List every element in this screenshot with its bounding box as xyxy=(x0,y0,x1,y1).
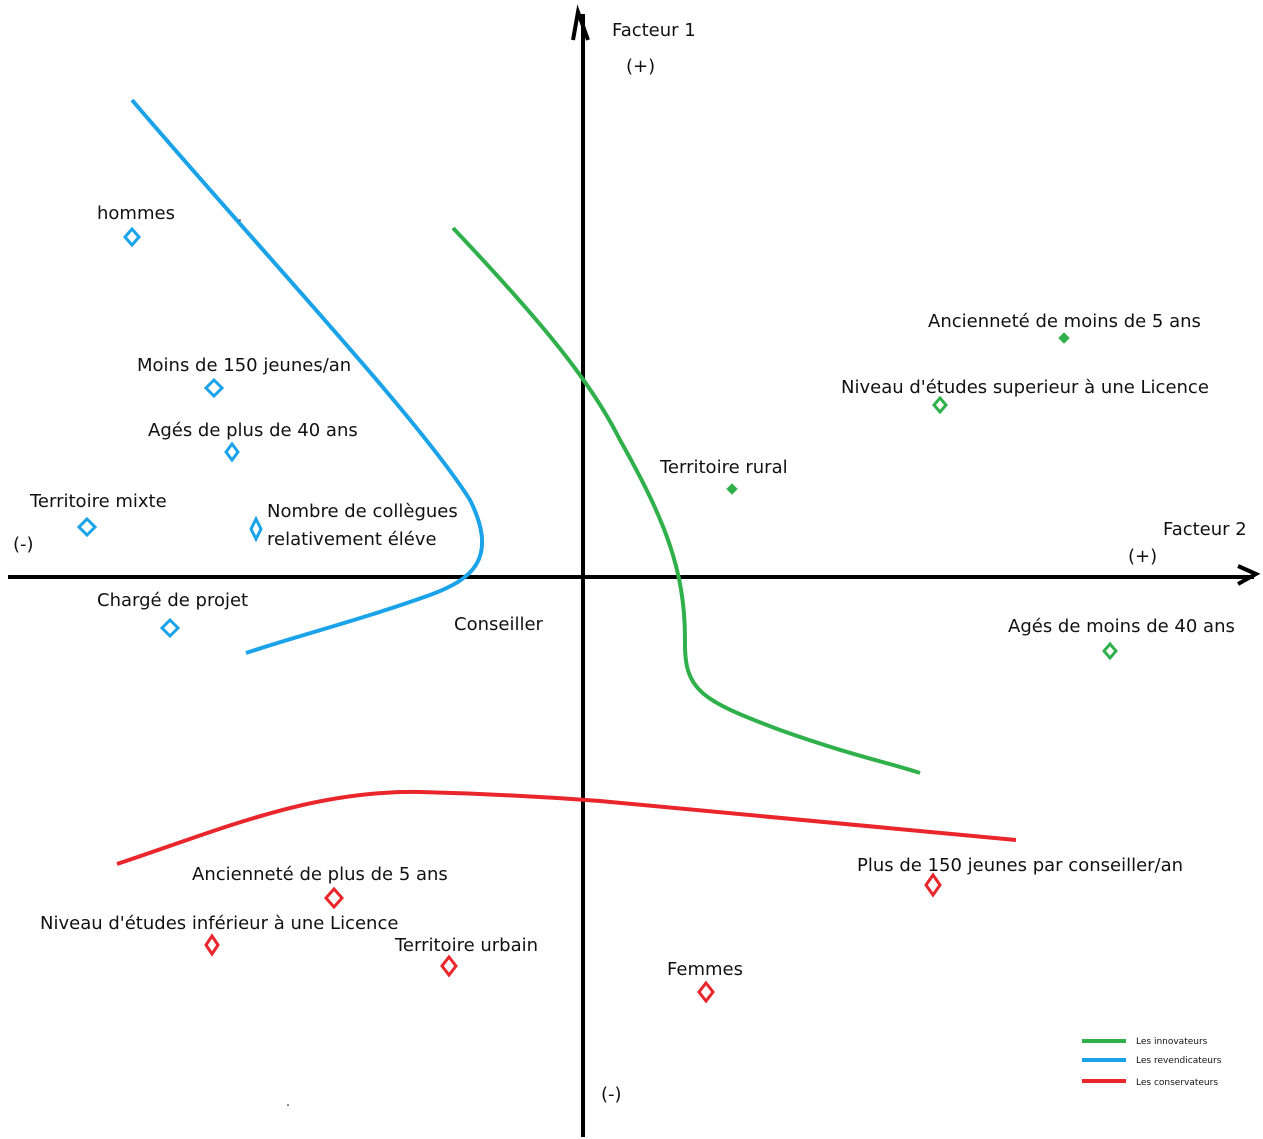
marker-territoire-mixte xyxy=(76,516,98,538)
revendicateurs-curve xyxy=(130,98,485,655)
label-ages-plus-40: Agés de plus de 40 ans xyxy=(148,420,358,441)
group-innovateurs: Ancienneté de moins de 5 ans Niveau d'ét… xyxy=(659,311,1235,661)
horizontal-axis-plus: (+) xyxy=(1128,546,1157,567)
marker-femmes xyxy=(697,980,715,1004)
marker-plus-150 xyxy=(924,872,942,898)
marker-ages-moins-40 xyxy=(1102,641,1118,661)
marker-nombre-collegues xyxy=(249,515,263,543)
marker-moins-150 xyxy=(203,377,225,399)
label-femmes: Femmes xyxy=(667,959,743,980)
label-anciennete-moins-5: Ancienneté de moins de 5 ans xyxy=(928,311,1201,332)
label-territoire-rural: Territoire rural xyxy=(659,457,788,478)
marker-ages-plus-40 xyxy=(224,441,240,463)
label-niveau-inf-licence: Niveau d'études inférieur à une Licence xyxy=(40,913,398,934)
innovateurs-curve xyxy=(451,226,921,775)
marker-niveau-sup-licence xyxy=(932,395,948,415)
label-charge-projet: Chargé de projet xyxy=(97,590,248,611)
label-nombre-collegues: Nombre de collègues xyxy=(267,501,458,522)
vertical-axis-plus: (+) xyxy=(626,56,655,77)
group-conservateurs: Ancienneté de plus de 5 ans Niveau d'étu… xyxy=(40,855,1183,1004)
label-nombre-collegues-line2: relativement éléve xyxy=(267,529,437,550)
label-ages-moins-40: Agés de moins de 40 ans xyxy=(1008,616,1235,637)
legend-label-revendicateurs: Les revendicateurs xyxy=(1136,1056,1222,1066)
label-territoire-mixte: Territoire mixte xyxy=(29,491,167,512)
marker-hommes xyxy=(123,226,141,248)
marker-anciennete-moins-5 xyxy=(1058,332,1070,344)
speck xyxy=(287,1104,289,1106)
label-anciennete-plus-5: Ancienneté de plus de 5 ans xyxy=(192,864,448,885)
vertical-axis-minus: (-) xyxy=(601,1084,622,1105)
marker-territoire-urbain xyxy=(440,954,458,978)
group-revendicateurs: hommes Moins de 150 jeunes/an Agés de pl… xyxy=(29,203,458,639)
label-niveau-sup-licence: Niveau d'études superieur à une Licence xyxy=(841,377,1209,398)
marker-anciennete-plus-5 xyxy=(323,886,345,910)
vertical-axis-arrowhead xyxy=(571,4,590,41)
label-plus-150: Plus de 150 jeunes par conseiller/an xyxy=(857,855,1183,876)
marker-niveau-inf-licence xyxy=(204,933,220,957)
marker-charge-projet xyxy=(159,617,181,639)
speck xyxy=(239,219,241,221)
horizontal-axis-title: Facteur 2 xyxy=(1163,519,1247,540)
center-label: Conseiller xyxy=(454,614,544,635)
horizontal-axis-minus: (-) xyxy=(13,534,34,555)
label-moins-150: Moins de 150 jeunes/an xyxy=(137,355,351,376)
legend-label-innovateurs: Les innovateurs xyxy=(1136,1037,1208,1047)
legend: Les innovateurs Les revendicateurs Les c… xyxy=(1082,1037,1222,1088)
conservateurs-curve xyxy=(116,789,1017,866)
horizontal-axis-arrowhead xyxy=(1237,564,1261,586)
label-territoire-urbain: Territoire urbain xyxy=(394,935,538,956)
legend-label-conservateurs: Les conservateurs xyxy=(1136,1078,1218,1088)
label-hommes: hommes xyxy=(97,203,175,224)
axes xyxy=(8,4,1261,1137)
marker-territoire-rural xyxy=(726,483,738,495)
vertical-axis-title: Facteur 1 xyxy=(612,20,696,41)
